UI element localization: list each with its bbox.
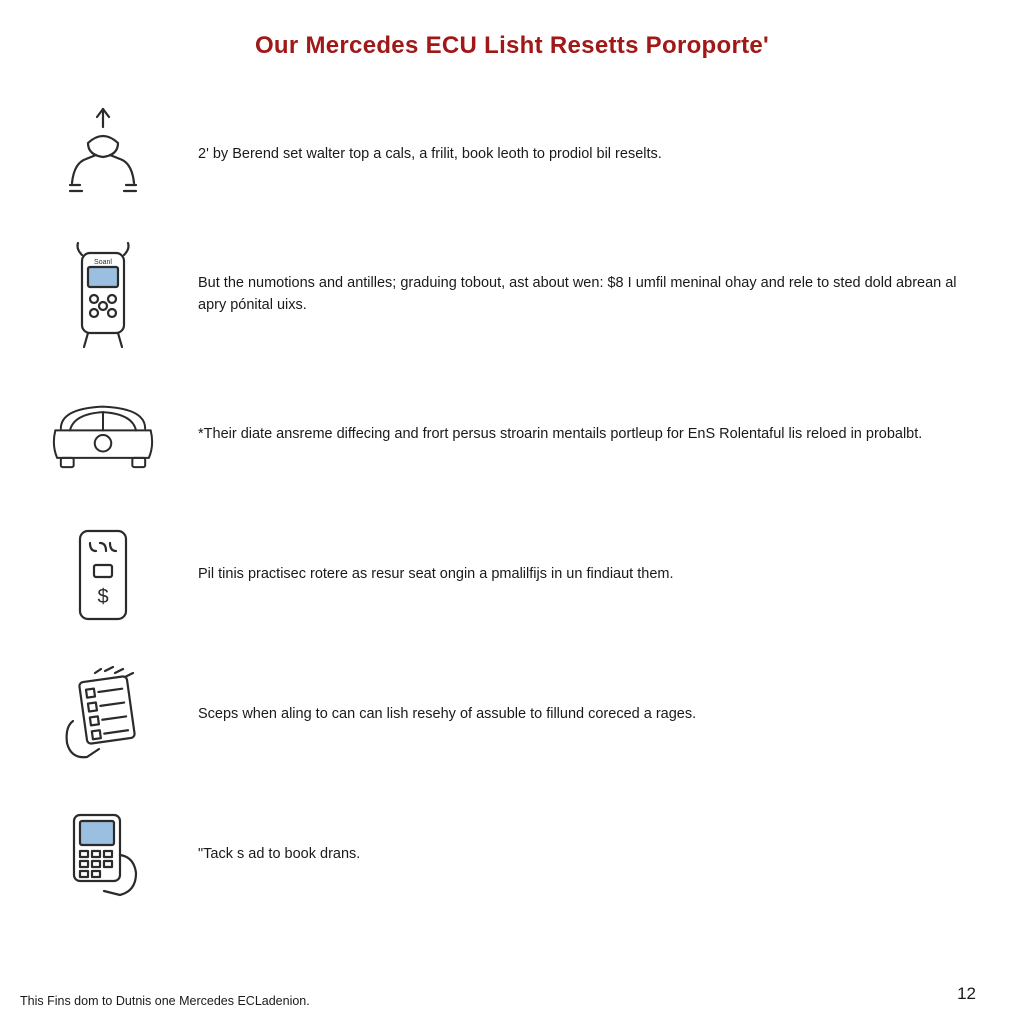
- item-text: *Their diate ansreme diffecing and frort…: [198, 424, 976, 446]
- hand-tablet-icon: [48, 807, 158, 903]
- svg-text:$: $: [97, 586, 108, 608]
- steps-list: 2' by Berend set walter top a cals, a fr…: [48, 90, 976, 920]
- item-text: Pil tinis practisec rotere as resur seat…: [198, 564, 976, 586]
- footer-text: This Fins dom to Dutnis one Mercedes ECL…: [20, 994, 310, 1008]
- page-title: Our Mercedes ECU Lisht Resetts Poroporte…: [48, 32, 976, 60]
- page-number: 12: [957, 984, 976, 1004]
- hands-present-icon: [48, 105, 158, 205]
- hand-checklist-icon: [48, 665, 158, 765]
- item-text: 2' by Berend set walter top a cals, a fr…: [198, 144, 976, 166]
- list-item: Sceps when aling to can can lish resehy …: [48, 650, 976, 780]
- receipt-money-icon: $: [48, 523, 158, 627]
- car-front-icon: [48, 390, 158, 480]
- scanner-device-icon: Soanl: [48, 239, 158, 351]
- item-text: "Tack s ad to book drans.: [198, 844, 976, 866]
- item-text: But the numotions and antilles; graduing…: [198, 273, 976, 317]
- list-item: $ Pil tinis practisec rotere as resur se…: [48, 510, 976, 640]
- list-item: Soanl But the numotions and antilles; gr…: [48, 230, 976, 360]
- list-item: 2' by Berend set walter top a cals, a fr…: [48, 90, 976, 220]
- item-text: Sceps when aling to can can lish resehy …: [198, 704, 976, 726]
- list-item: *Their diate ansreme diffecing and frort…: [48, 370, 976, 500]
- list-item: "Tack s ad to book drans.: [48, 790, 976, 920]
- svg-text:Soanl: Soanl: [94, 259, 112, 266]
